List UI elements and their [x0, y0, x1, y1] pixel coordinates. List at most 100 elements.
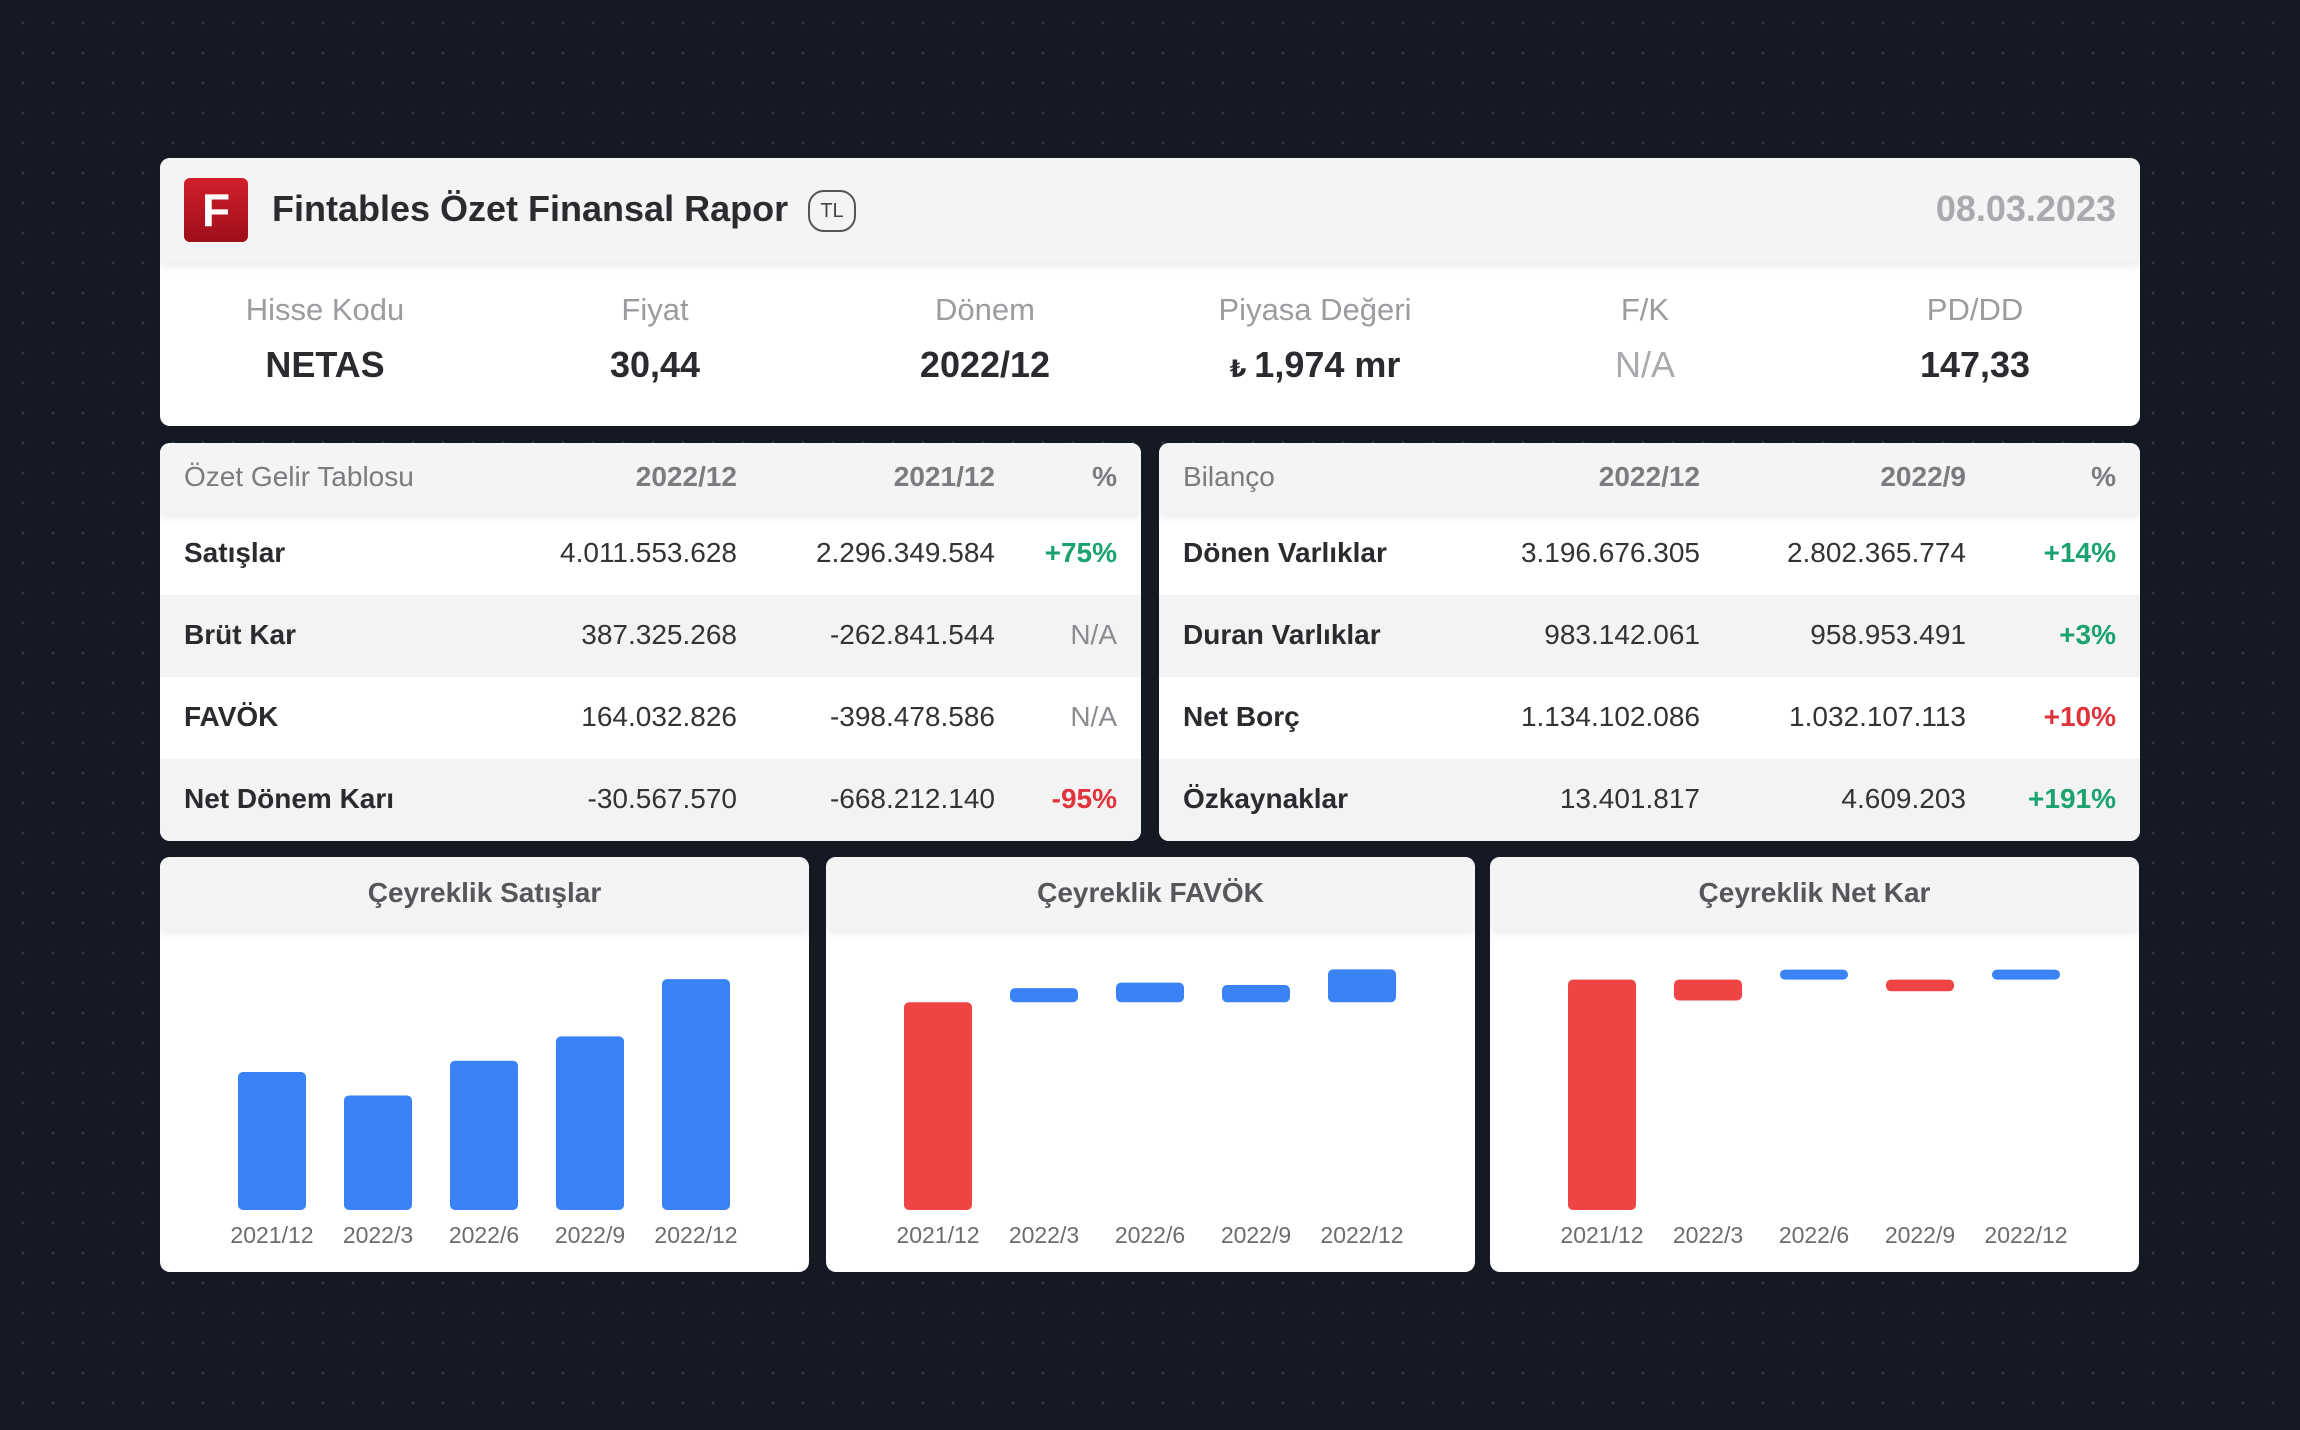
- bar-2022-6: [1116, 982, 1184, 1003]
- bar-2021-12: [1568, 979, 1636, 1210]
- bar-2022-9: [1222, 985, 1290, 1003]
- change-percent: N/A: [1070, 701, 1117, 732]
- row-label: FAVÖK: [184, 701, 279, 732]
- currency-badge: TL: [808, 190, 856, 232]
- column-header: %: [2091, 461, 2116, 492]
- row-label: Dönen Varlıklar: [1183, 537, 1387, 568]
- column-header: %: [1092, 461, 1117, 492]
- row-value: 4.609.203: [1841, 783, 1966, 814]
- x-tick-label: 2022/3: [343, 1222, 413, 1248]
- x-tick-label: 2021/12: [1560, 1222, 1643, 1248]
- row-value: 1.134.102.086: [1520, 701, 1700, 732]
- table-row: Dönen Varlıklar 3.196.676.305 2.802.365.…: [1159, 513, 2140, 595]
- table-row: Brüt Kar 387.325.268 -262.841.544 N/A: [160, 595, 1141, 677]
- bar-2021-12: [904, 1002, 972, 1210]
- bar-2022-12: [662, 979, 730, 1210]
- fintables-logo: F: [184, 178, 248, 242]
- metric-label: Piyasa Değeri: [1218, 292, 1412, 327]
- x-tick-label: 2022/12: [654, 1222, 737, 1248]
- summary-metrics: Hisse Kodu NETAS Fiyat 30,44 Dönem 2022/…: [160, 262, 2140, 426]
- row-label: Net Dönem Karı: [184, 783, 395, 814]
- title-bar: F Fintables Özet Finansal Rapor TL 08.03…: [160, 158, 2140, 262]
- row-value: 13.401.817: [1559, 783, 1700, 814]
- row-value: -262.841.544: [829, 619, 995, 650]
- lira-icon: ₺: [1229, 356, 1247, 383]
- metric-value: 147,33: [1919, 344, 2031, 385]
- table-row: Net Dönem Karı -30.567.570 -668.212.140 …: [160, 759, 1141, 841]
- row-label: Özkaynaklar: [1183, 783, 1348, 814]
- bar-2022-9: [556, 1036, 624, 1210]
- x-tick-label: 2022/6: [449, 1222, 519, 1248]
- change-percent: +14%: [2043, 537, 2116, 568]
- metric-label: Hisse Kodu: [245, 292, 405, 327]
- balance-sheet-table: Bilanço 2022/12 2022/9 % Dönen Varlıklar…: [1159, 443, 2140, 841]
- bar-2022-6: [1780, 969, 1848, 980]
- row-value: 4.011.553.628: [560, 537, 737, 568]
- quarterly-sales-chart: Çeyreklik Satışlar 2021/12 2022/3 2022/6 20…: [160, 857, 809, 1272]
- row-value: 1.032.107.113: [1789, 701, 1966, 732]
- metric-hisse-kodu: Hisse Kodu NETAS: [160, 262, 490, 426]
- row-label: Brüt Kar: [184, 619, 297, 650]
- metric-pd-dd: PD/DD 147,33: [1810, 262, 2140, 426]
- x-tick-label: 2022/9: [555, 1222, 625, 1248]
- table-header: Özet Gelir Tablosu 2022/12 2021/12 %: [160, 443, 1141, 513]
- bar-2022-3: [1674, 979, 1742, 1001]
- change-percent: +10%: [2043, 701, 2116, 732]
- bar-2022-9: [1886, 979, 1954, 992]
- x-tick-label: 2022/3: [1009, 1222, 1079, 1248]
- bar-2022-12: [1328, 969, 1396, 1003]
- row-value: 958.953.491: [1810, 619, 1966, 650]
- x-tick-label: 2022/12: [1984, 1222, 2067, 1248]
- chart-plot: 2021/12 2022/3 2022/6 2022/9 2022/12: [230, 979, 738, 1248]
- quarterly-favok-chart: Çeyreklik FAVÖK 2021/12 2022/3 2022/6 2022/…: [826, 857, 1475, 1272]
- metric-piyasa-degeri: Piyasa Değeri ₺ 1,974 mr: [1150, 262, 1480, 426]
- metric-donem: Dönem 2022/12: [820, 262, 1150, 426]
- x-tick-label: 2022/12: [1320, 1222, 1403, 1248]
- metric-value: 2022/12: [919, 344, 1051, 385]
- metric-label: Fiyat: [621, 292, 689, 327]
- change-percent: N/A: [1070, 619, 1117, 650]
- bar-2021-12: [238, 1072, 306, 1210]
- metric-fk: F/K N/A: [1480, 262, 1810, 426]
- x-tick-label: 2021/12: [230, 1222, 313, 1248]
- change-percent: +191%: [2028, 783, 2116, 814]
- row-value: -668.212.140: [829, 783, 995, 814]
- table-header: Bilanço 2022/12 2022/9 %: [1159, 443, 2140, 513]
- chart-title: Çeyreklik FAVÖK: [826, 857, 1475, 929]
- column-header: 2021/12: [893, 461, 995, 492]
- metric-value: NETAS: [265, 344, 385, 385]
- market-cap-value: 1,974 mr: [1254, 344, 1401, 385]
- row-value: 387.325.268: [581, 619, 737, 650]
- table-row: FAVÖK 164.032.826 -398.478.586 N/A: [160, 677, 1141, 759]
- chart-plot: 2021/12 2022/3 2022/6 2022/9 2022/12: [1560, 969, 2068, 1248]
- metric-fiyat: Fiyat 30,44: [490, 262, 820, 426]
- metric-value: N/A: [1614, 344, 1675, 385]
- row-value: -398.478.586: [829, 701, 995, 732]
- row-value: 2.802.365.774: [1786, 537, 1966, 568]
- x-tick-label: 2022/6: [1779, 1222, 1849, 1248]
- metric-label: PD/DD: [1926, 292, 2024, 327]
- column-header: 2022/12: [635, 461, 737, 492]
- row-value: 2.296.349.584: [815, 537, 995, 568]
- row-value: -30.567.570: [587, 783, 737, 814]
- x-tick-label: 2022/6: [1115, 1222, 1185, 1248]
- chart-title: Çeyreklik Satışlar: [160, 857, 809, 929]
- column-header: 2022/9: [1880, 461, 1966, 492]
- row-label: Satışlar: [184, 537, 286, 568]
- row-value: 983.142.061: [1544, 619, 1700, 650]
- report-date: 08.03.2023: [1935, 188, 2116, 229]
- row-value: 3.196.676.305: [1520, 537, 1700, 568]
- change-percent: -95%: [1051, 783, 1117, 814]
- table-row: Net Borç 1.134.102.086 1.032.107.113 +10…: [1159, 677, 2140, 759]
- metric-label: Dönem: [935, 292, 1035, 327]
- row-label: Net Borç: [1183, 701, 1300, 732]
- income-statement-table: Özet Gelir Tablosu 2022/12 2021/12 % Sat…: [160, 443, 1141, 841]
- report-header-card: F Fintables Özet Finansal Rapor TL 08.03…: [160, 158, 2140, 426]
- bar-2022-6: [450, 1060, 518, 1210]
- table-row: Duran Varlıklar 983.142.061 958.953.491 …: [1159, 595, 2140, 677]
- bar-2022-3: [344, 1095, 412, 1210]
- quarterly-net-profit-chart: Çeyreklik Net Kar 2021/12 2022/3 2022/6 202…: [1490, 857, 2139, 1272]
- metric-label: F/K: [1620, 292, 1670, 327]
- bar-2022-3: [1010, 988, 1078, 1003]
- row-value: 164.032.826: [581, 701, 737, 732]
